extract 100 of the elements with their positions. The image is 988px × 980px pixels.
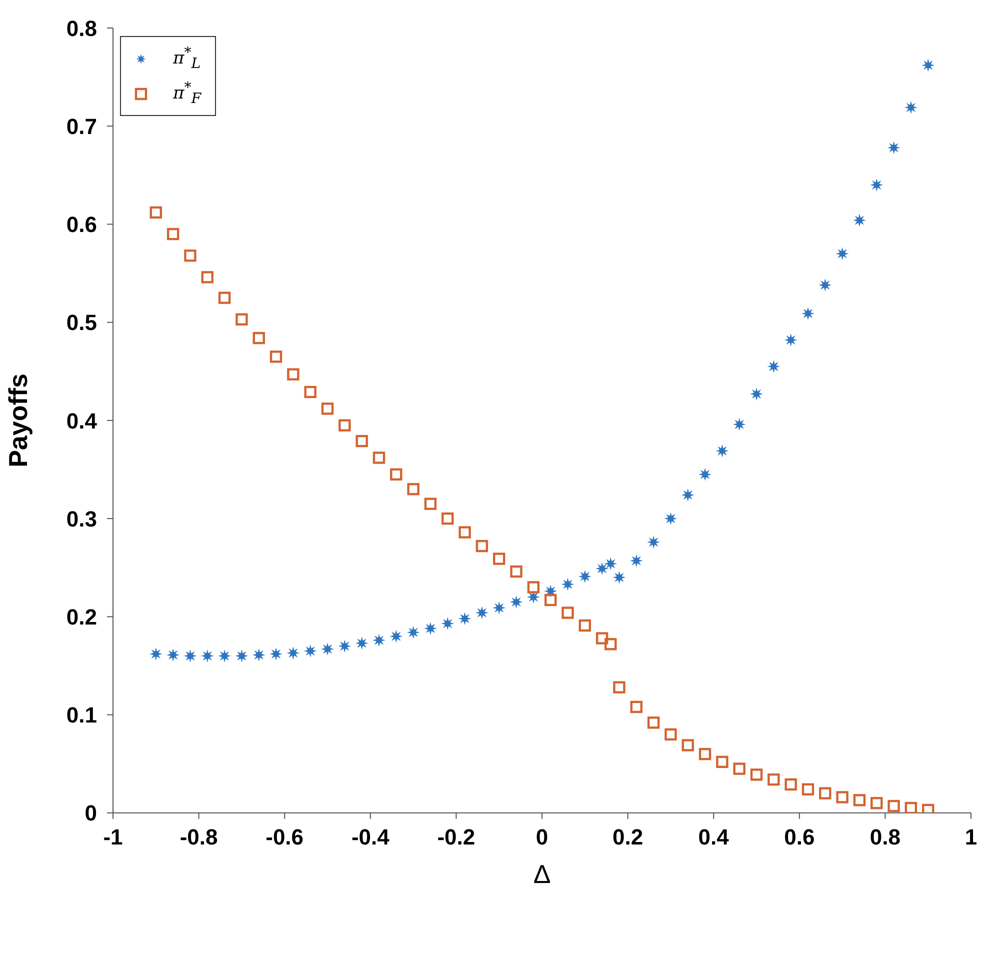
point (578, 619, 591, 632)
point (870, 796, 883, 810)
point (562, 606, 574, 619)
y-tick-label: 0.8 (66, 16, 97, 41)
point (732, 418, 746, 431)
point (166, 648, 180, 662)
point (475, 606, 488, 620)
point (802, 783, 814, 796)
y-tick-label: 0.3 (66, 506, 97, 532)
point (768, 773, 780, 786)
x-tick-label: -0.6 (266, 824, 304, 850)
point (338, 640, 352, 653)
x-axis-title: Δ (533, 858, 551, 889)
x-tick-label: 0 (536, 824, 548, 850)
point (904, 100, 918, 114)
point (441, 617, 454, 630)
point (458, 612, 472, 626)
point (853, 794, 866, 806)
point (698, 468, 712, 481)
point (218, 649, 232, 662)
point (218, 292, 231, 304)
point (750, 768, 763, 781)
point (836, 791, 848, 804)
point (836, 247, 849, 260)
point (698, 748, 712, 760)
point (784, 334, 798, 346)
point (733, 762, 746, 775)
x-tick-label: 0.4 (698, 824, 730, 850)
x-tick-label: -0.2 (437, 824, 476, 850)
point (287, 368, 300, 380)
point (596, 562, 609, 576)
point (510, 595, 523, 608)
point (458, 526, 471, 538)
point (716, 444, 729, 458)
point (372, 634, 386, 647)
point (424, 622, 437, 635)
point (852, 214, 866, 227)
point (604, 638, 617, 650)
point (526, 590, 540, 604)
point (664, 512, 678, 526)
point (613, 681, 626, 694)
point (888, 800, 900, 812)
point (372, 452, 386, 464)
point (150, 206, 162, 219)
y-tick-label: 0.2 (66, 604, 97, 630)
point (201, 271, 214, 284)
point (612, 570, 626, 584)
point (784, 778, 797, 791)
point (767, 360, 780, 373)
x-tick-label: -0.4 (351, 824, 390, 850)
point (561, 578, 574, 591)
point (236, 313, 248, 326)
point (492, 601, 506, 614)
point (406, 626, 420, 639)
point (527, 581, 540, 594)
point (304, 386, 316, 398)
point (681, 488, 694, 502)
point (664, 728, 677, 741)
x-tick-label: -1 (103, 824, 123, 850)
y-tick-label: 0.5 (66, 310, 97, 336)
point (682, 739, 694, 752)
x-tick-label: -0.8 (180, 824, 218, 850)
point (321, 642, 334, 656)
point (235, 649, 248, 662)
point (647, 716, 660, 729)
y-tick-label: 0.4 (66, 408, 98, 434)
point (750, 387, 763, 400)
point (407, 483, 420, 496)
x-tick-label: 0.8 (870, 824, 900, 850)
y-tick-label: 0 (84, 800, 97, 826)
point (166, 228, 180, 240)
point (184, 250, 196, 262)
y-tick-label: 0.6 (66, 212, 97, 238)
y-axis-title: Payoffs (3, 373, 34, 468)
point (442, 512, 454, 525)
point (887, 141, 900, 154)
x-tick-label: 0.6 (784, 824, 815, 850)
point (922, 58, 935, 72)
x-tick-label: 0.2 (612, 824, 644, 850)
point (476, 540, 488, 552)
point (356, 434, 368, 448)
point (390, 630, 403, 643)
point (355, 636, 368, 650)
point (270, 647, 283, 660)
point (252, 648, 266, 662)
point (604, 557, 618, 570)
point (510, 565, 522, 578)
point (321, 402, 334, 415)
point (904, 802, 918, 813)
point (304, 644, 317, 658)
point (184, 649, 197, 662)
point (149, 647, 162, 660)
point (870, 178, 884, 192)
point (270, 350, 282, 363)
point (630, 554, 643, 568)
point (801, 307, 814, 320)
point (424, 498, 437, 510)
point (286, 646, 300, 660)
point (596, 632, 608, 644)
point (647, 536, 660, 549)
